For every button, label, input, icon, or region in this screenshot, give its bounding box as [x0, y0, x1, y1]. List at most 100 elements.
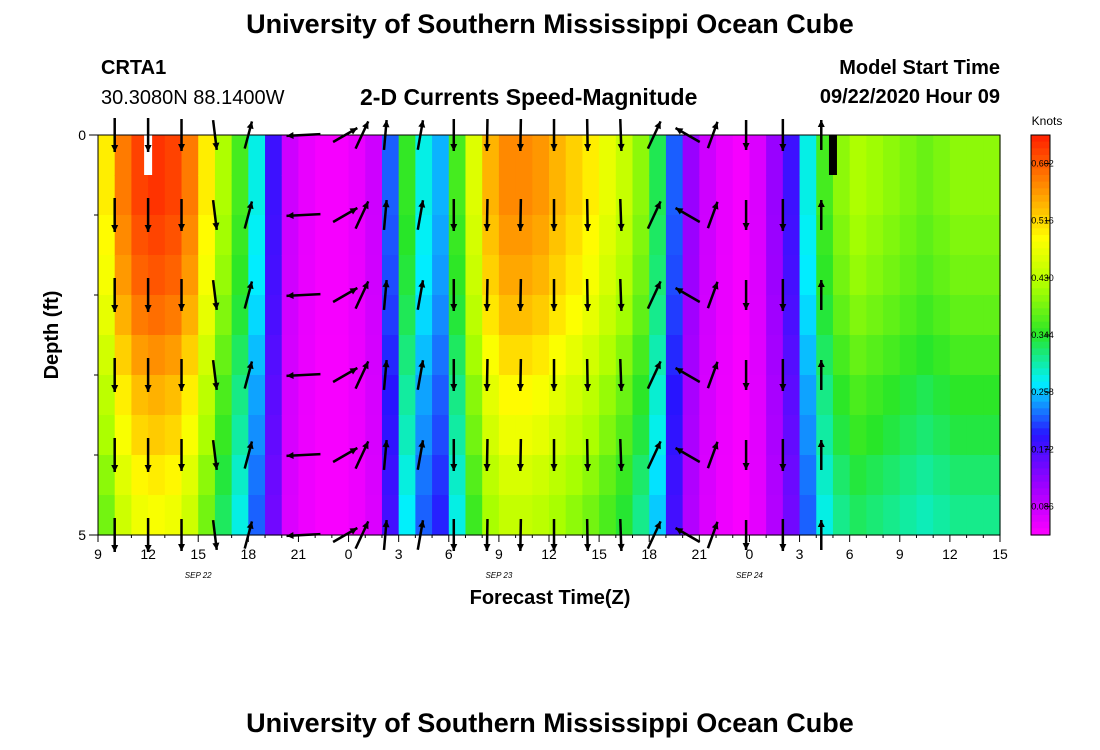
heatmap-cell	[983, 135, 1001, 176]
current-vector	[779, 439, 787, 471]
heatmap-cell	[549, 175, 567, 216]
vector-head	[584, 543, 592, 551]
heatmap-cell	[482, 295, 500, 336]
vector-head	[584, 143, 592, 151]
colorbar-segment	[1031, 168, 1050, 176]
vector-head	[483, 303, 491, 311]
heatmap-cell	[599, 415, 617, 456]
heatmap-cell	[916, 135, 934, 176]
heatmap-cell	[331, 415, 350, 456]
colorbar-segment	[1031, 261, 1050, 269]
current-vector	[550, 279, 558, 311]
heatmap-cell	[482, 415, 500, 456]
heatmap-cell	[465, 175, 483, 216]
heatmap-cell	[181, 455, 199, 496]
heatmap-cell	[532, 135, 550, 176]
heatmap-cell	[231, 175, 249, 216]
heatmap-cell	[248, 135, 266, 176]
heatmap-cell	[231, 335, 249, 376]
heatmap-cell	[448, 415, 467, 456]
colorbar-segment	[1031, 355, 1050, 363]
heatmap-cell	[549, 135, 567, 176]
vector-head	[584, 463, 592, 471]
heatmap-cell	[348, 215, 366, 256]
heatmap-cell	[582, 255, 600, 296]
heatmap-cell	[265, 335, 283, 376]
heatmap-cell	[398, 415, 416, 456]
heatmap-cell	[148, 295, 166, 336]
heatmap-cell	[816, 175, 834, 216]
colorbar-units: Knots	[1032, 114, 1063, 128]
current-vector	[617, 198, 625, 232]
vector-head	[418, 440, 426, 448]
current-vector	[779, 279, 787, 311]
heatmap-cell	[298, 375, 316, 416]
heatmap-cell	[415, 175, 433, 216]
heatmap-cell	[816, 295, 834, 336]
heatmap-cell	[448, 215, 467, 256]
heatmap-cell	[281, 135, 300, 176]
heatmap-cell	[281, 295, 300, 336]
heatmap-cell	[498, 335, 517, 376]
vector-head	[382, 520, 390, 528]
current-vector	[111, 198, 119, 232]
missing-data-bars	[144, 135, 837, 175]
heatmap-cell	[615, 295, 634, 336]
chart-title: 2-D Currents Speed-Magnitude	[360, 84, 698, 110]
heatmap-cell	[816, 375, 834, 416]
heatmap-cell	[432, 295, 450, 336]
heatmap-cell	[98, 295, 116, 336]
heatmap-cell	[649, 375, 667, 416]
colorbar-segment	[1031, 435, 1050, 443]
heatmap-cell	[415, 375, 433, 416]
heatmap-cell	[682, 215, 700, 256]
heatmap-cell	[582, 295, 600, 336]
heatmap-cell	[348, 335, 366, 376]
heatmap-cell	[782, 335, 801, 376]
heatmap-cell	[949, 215, 968, 256]
vector-head	[742, 143, 750, 150]
heatmap-cell	[782, 375, 801, 416]
x-tick-label: 0	[345, 546, 353, 562]
heatmap-cell	[281, 255, 300, 296]
heatmap-cell	[315, 455, 333, 496]
vector-head	[450, 384, 458, 391]
heatmap-cell	[315, 415, 333, 456]
heatmap-cell	[515, 295, 533, 336]
heatmap-cell	[699, 455, 717, 496]
vector-head	[362, 281, 369, 290]
heatmap-cell	[732, 335, 751, 376]
current-vector	[450, 359, 458, 391]
current-vector	[243, 201, 254, 229]
current-vector	[817, 360, 825, 390]
colorbar-segment	[1031, 395, 1050, 403]
vector-head	[742, 223, 750, 230]
vector-head	[654, 441, 661, 450]
heatmap-cell	[716, 335, 734, 376]
heatmap-cell	[131, 415, 149, 456]
heatmap-cell	[365, 335, 383, 376]
vector-head	[483, 383, 491, 391]
heatmap-cell	[649, 255, 667, 296]
heatmap-cell	[98, 495, 116, 536]
vector-head	[349, 208, 358, 215]
colorbar-segment	[1031, 421, 1050, 429]
heatmap-cell	[682, 175, 700, 216]
heatmap-cell	[415, 255, 433, 296]
current-vector	[516, 198, 524, 232]
heatmap-cell	[899, 335, 918, 376]
vector-head	[654, 281, 661, 290]
current-vector	[674, 446, 701, 464]
colorbar-tick-label: 0.602	[1031, 159, 1054, 169]
current-vector	[144, 198, 152, 232]
vector-head	[212, 222, 220, 230]
heatmap-cell	[164, 135, 183, 176]
vector-head	[584, 223, 592, 231]
heatmap-cell	[198, 495, 216, 536]
heatmap-cell	[933, 215, 951, 256]
current-vector	[646, 200, 662, 230]
heatmap-cell	[766, 375, 784, 416]
colorbar-segment	[1031, 521, 1050, 529]
heatmap-cell	[114, 215, 132, 256]
heatmap-cell	[565, 375, 583, 416]
